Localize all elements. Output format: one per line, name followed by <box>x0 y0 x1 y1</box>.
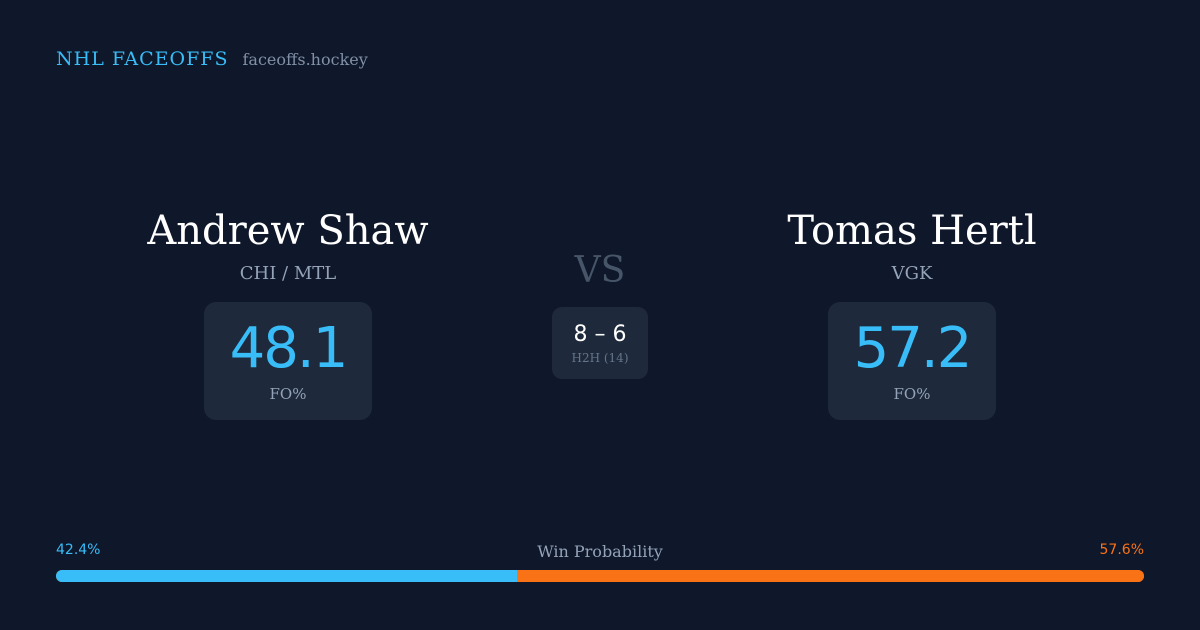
player-right-fo-value: 57.2 <box>853 316 973 381</box>
win-probability-right: 57.6% <box>1099 542 1144 558</box>
player-left-stat-box: 48.1 FO% <box>204 302 372 420</box>
win-probability-left: 42.4% <box>56 542 101 558</box>
player-right-team: VGK <box>891 263 933 284</box>
h2h-label: H2H (14) <box>571 351 629 365</box>
player-right-fo-label: FO% <box>893 385 931 403</box>
h2h-box: 8 – 6 H2H (14) <box>552 307 648 379</box>
brand-header: NHL FACEOFFS faceoffs.hockey <box>56 48 368 70</box>
player-left-fo-label: FO% <box>269 385 307 403</box>
h2h-score: 8 – 6 <box>573 322 627 347</box>
player-left-fo-value: 48.1 <box>229 316 349 381</box>
player-right-card: Tomas Hertl VGK 57.2 FO% <box>652 205 1172 420</box>
win-probability-bar-left <box>56 570 518 582</box>
versus-label: VS <box>574 250 626 291</box>
brand-site: faceoffs.hockey <box>242 50 368 69</box>
win-probability-title: Win Probability <box>537 542 663 561</box>
player-right-stat-box: 57.2 FO% <box>828 302 996 420</box>
player-left-team: CHI / MTL <box>239 263 337 284</box>
player-left-card: Andrew Shaw CHI / MTL 48.1 FO% <box>28 205 548 420</box>
win-probability-labels: 42.4% Win Probability 57.6% <box>56 542 1144 564</box>
win-probability-bar <box>56 570 1144 582</box>
player-left-name: Andrew Shaw <box>147 208 429 254</box>
player-right-name: Tomas Hertl <box>787 208 1037 254</box>
brand-name: NHL FACEOFFS <box>56 48 229 70</box>
win-probability-bar-right <box>517 570 1144 582</box>
